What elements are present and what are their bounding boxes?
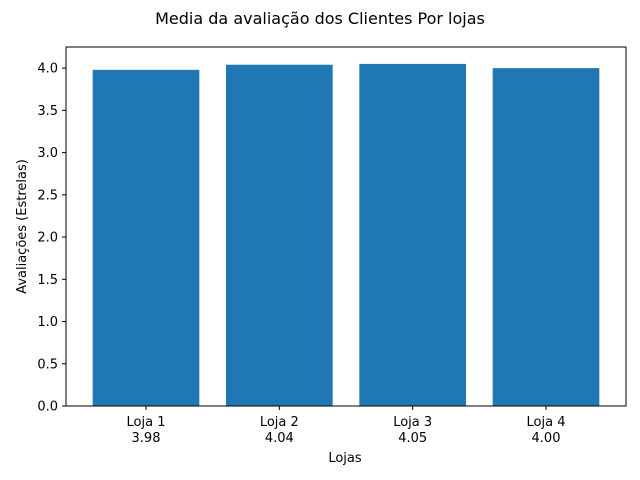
x-tick-label-3: Loja 3: [393, 415, 432, 430]
plot-frame: [65, 46, 627, 407]
x-tick-label-2: Loja 2: [260, 415, 299, 430]
y-tick-label-7: 3.5: [37, 104, 58, 119]
y-tick-label-8: 4.0: [37, 62, 58, 77]
y-tick-label-2: 1.0: [37, 315, 58, 330]
x-tick-label-4: Loja 4: [527, 415, 566, 430]
bar-4: [492, 68, 600, 407]
y-tick-label-1: 0.5: [37, 357, 58, 372]
x-axis-label: Lojas: [328, 451, 362, 466]
chart-title: Media da avaliação dos Clientes Por loja…: [155, 9, 485, 28]
y-tick-label-0: 0.0: [37, 400, 58, 415]
x-tick-label-1: Loja 1: [127, 415, 166, 430]
bars-group: [92, 63, 600, 407]
y-tick-label-3: 1.5: [37, 273, 58, 288]
y-axis: 0.0 0.5 1.0 1.5 2.0 2.5 3.0 3.5 4.0: [37, 62, 66, 415]
y-tick-label-6: 3.0: [37, 146, 58, 161]
y-tick-label-5: 2.5: [37, 188, 58, 203]
y-tick-label-4: 2.0: [37, 231, 58, 246]
bar-1: [92, 69, 200, 406]
y-axis-label: Avaliações (Estrelas): [15, 159, 30, 294]
x-tick-value-label-2: 4.04: [265, 431, 294, 446]
x-tick-value-label-3: 4.05: [398, 431, 427, 446]
bar-2: [226, 64, 333, 407]
x-tick-value-label-4: 4.00: [532, 431, 561, 446]
bar-3: [359, 63, 466, 406]
x-axis: Loja 13.98 Loja 24.04 Loja 34.05 Loja 44.00: [127, 406, 566, 446]
x-tick-value-label-1: 3.98: [132, 431, 161, 446]
